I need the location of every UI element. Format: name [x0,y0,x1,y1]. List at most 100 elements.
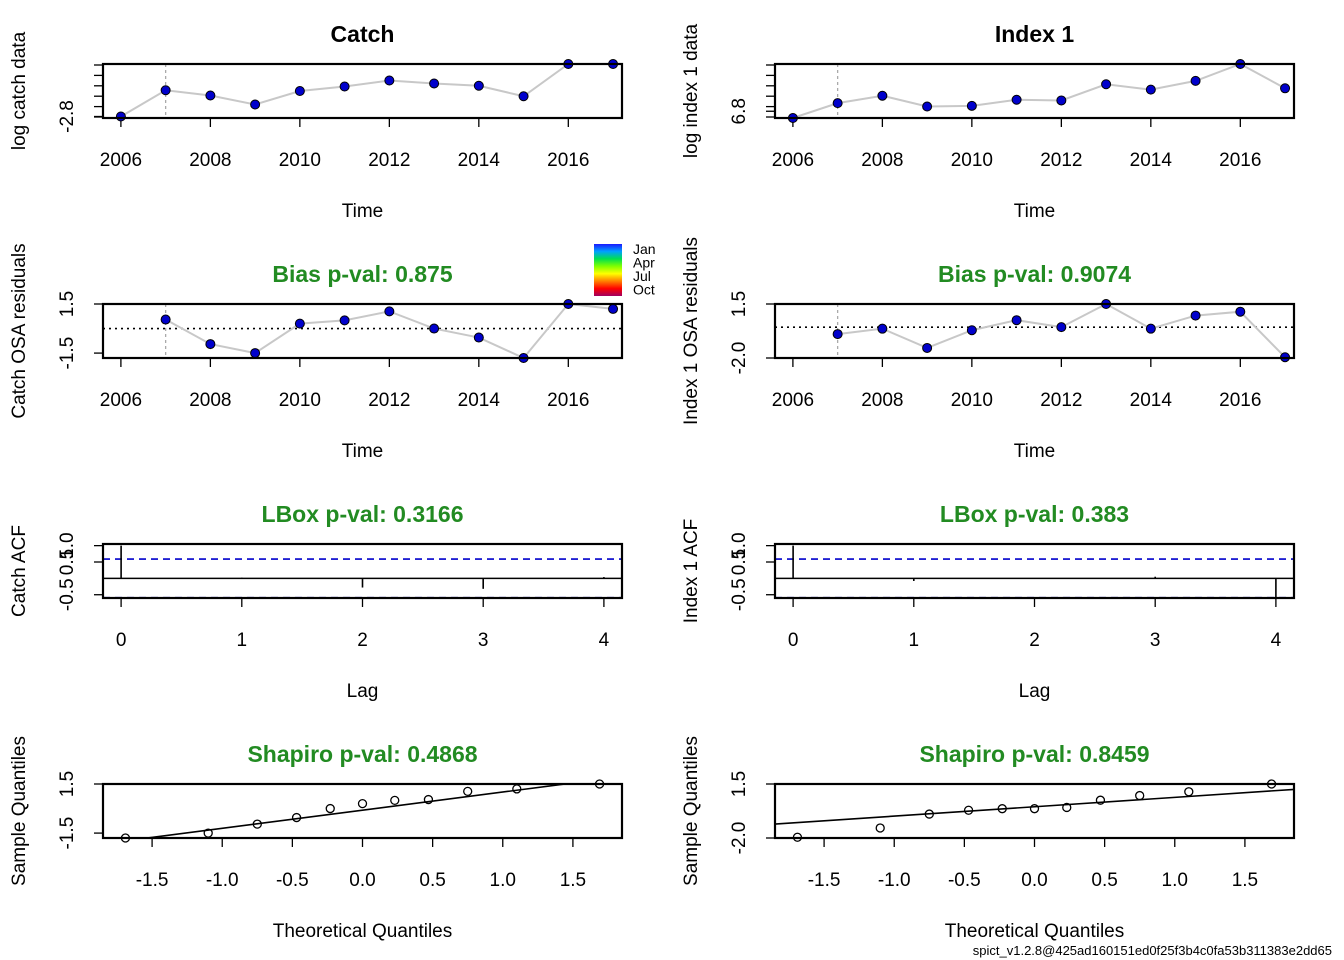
x-tick-label: 2010 [951,150,993,171]
month-color-bar [594,244,622,296]
data-point [1062,802,1072,813]
data-point [473,332,484,343]
data-point [518,91,529,102]
series-line [792,64,1286,118]
panel-title: Bias p-val: 0.9074 [938,261,1131,287]
data-point [384,75,395,86]
x-axis-label: Lag [347,681,379,702]
panel-title: Index 1 [995,21,1074,47]
x-tick-label: 2016 [1219,150,1261,171]
data-point [1056,95,1067,106]
x-tick-label: -1.0 [206,870,239,891]
panel-7: Shapiro p-val: 0.4868 Sample Quantiles The… [9,736,624,942]
data-point [429,78,440,89]
x-tick-label: 0.0 [1021,870,1047,891]
y-tick-label: 1.0 [729,532,750,558]
data-point [877,323,888,334]
data-point [339,81,350,92]
panel-4: Bias p-val: 0.9074 Index 1 OSA residuals T… [681,237,1296,462]
x-axis-label: Time [1014,201,1056,222]
x-tick-label: 2006 [772,390,814,411]
x-tick-label: 2010 [951,390,993,411]
panel-title: LBox p-val: 0.3166 [262,501,464,527]
x-tick-label: 1.0 [1162,870,1188,891]
x-tick-label: 2010 [279,150,321,171]
y-axis-label: log index 1 data [681,23,702,158]
x-tick-label: 1 [909,630,920,651]
panel-3: Bias p-val: 0.875 Catch OSA residuals Time… [9,243,624,462]
qq-line [775,788,1294,825]
y-axis-label: Sample Quantiles [9,736,30,886]
data-point [291,812,302,823]
y-tick-label: -2.8 [57,100,78,133]
y-tick-label: -1.5 [57,817,78,850]
data-point [966,325,977,336]
y-axis-label: log catch data [9,31,30,150]
data-point [429,323,440,334]
x-axis-label: Time [1014,441,1056,462]
x-tick-label: 2014 [458,150,501,171]
plot-frame [773,62,1296,120]
y-tick-label: -0.5 [57,578,78,611]
x-tick-label: 0 [788,630,799,651]
data-point [922,101,933,112]
panel-title: LBox p-val: 0.383 [940,501,1129,527]
x-tick-label: 2012 [368,150,410,171]
x-tick-label: 2014 [458,390,501,411]
data-point [963,805,974,815]
panel-6: LBox p-val: 0.383 Index 1 ACF Lag 0 1 2 3 4 -0.5… [681,501,1296,702]
data-point [250,99,261,110]
data-point [339,315,350,326]
data-point [1011,315,1022,326]
plot-frame [773,782,1296,840]
footer-text: spict_v1.2.8@425ad160151ed0f25f3b4c0fa53… [972,943,1332,958]
data-point [1135,790,1145,801]
y-tick-label: 0.5 [57,549,78,575]
data-point [1184,787,1194,797]
x-tick-label: 2016 [547,150,589,171]
y-axis-label: Catch OSA residuals [9,243,30,418]
data-point [1029,804,1040,814]
x-tick-label: 0.5 [419,870,445,891]
month-label: Jul [633,268,651,284]
y-tick-label: 6.8 [729,98,750,124]
plot-frame [773,542,1296,600]
x-tick-label: 2008 [189,150,231,171]
x-tick-label: 2 [357,630,368,651]
data-point [1145,84,1156,95]
x-tick-label: 0 [116,630,127,651]
data-point [1095,795,1106,805]
x-tick-label: 4 [1271,630,1282,651]
data-point [463,786,473,797]
y-axis-label: Index 1 ACF [681,519,702,624]
x-tick-label: 2012 [1040,390,1082,411]
x-tick-label: 2014 [1130,150,1173,171]
x-tick-label: 1.5 [560,870,586,891]
data-point [160,314,171,325]
data-point [922,342,933,353]
plot-frame [101,62,624,120]
x-tick-label: -1.0 [878,870,911,891]
x-tick-label: -1.5 [136,870,169,891]
month-label: Oct [633,282,655,298]
x-tick-label: 1.0 [490,870,516,891]
month-label: Apr [633,255,655,271]
data-point [832,329,843,340]
data-point [252,819,262,829]
series-line [120,64,614,118]
data-point [1145,323,1156,334]
data-point [423,794,434,805]
month-label: Jan [633,241,656,257]
data-point [997,804,1007,814]
y-tick-label: 1.5 [729,291,750,317]
y-tick-label: -1.5 [57,337,78,370]
x-tick-label: -0.5 [276,870,309,891]
y-tick-label: -2.0 [729,822,750,855]
x-tick-label: 2012 [368,390,410,411]
x-axis-label: Time [342,441,384,462]
data-point [294,318,305,329]
panel-1: Catch log catch data Time 2006 2008 2010 2012 2… [9,21,624,222]
data-point [1011,94,1022,105]
x-tick-label: 2008 [189,390,231,411]
